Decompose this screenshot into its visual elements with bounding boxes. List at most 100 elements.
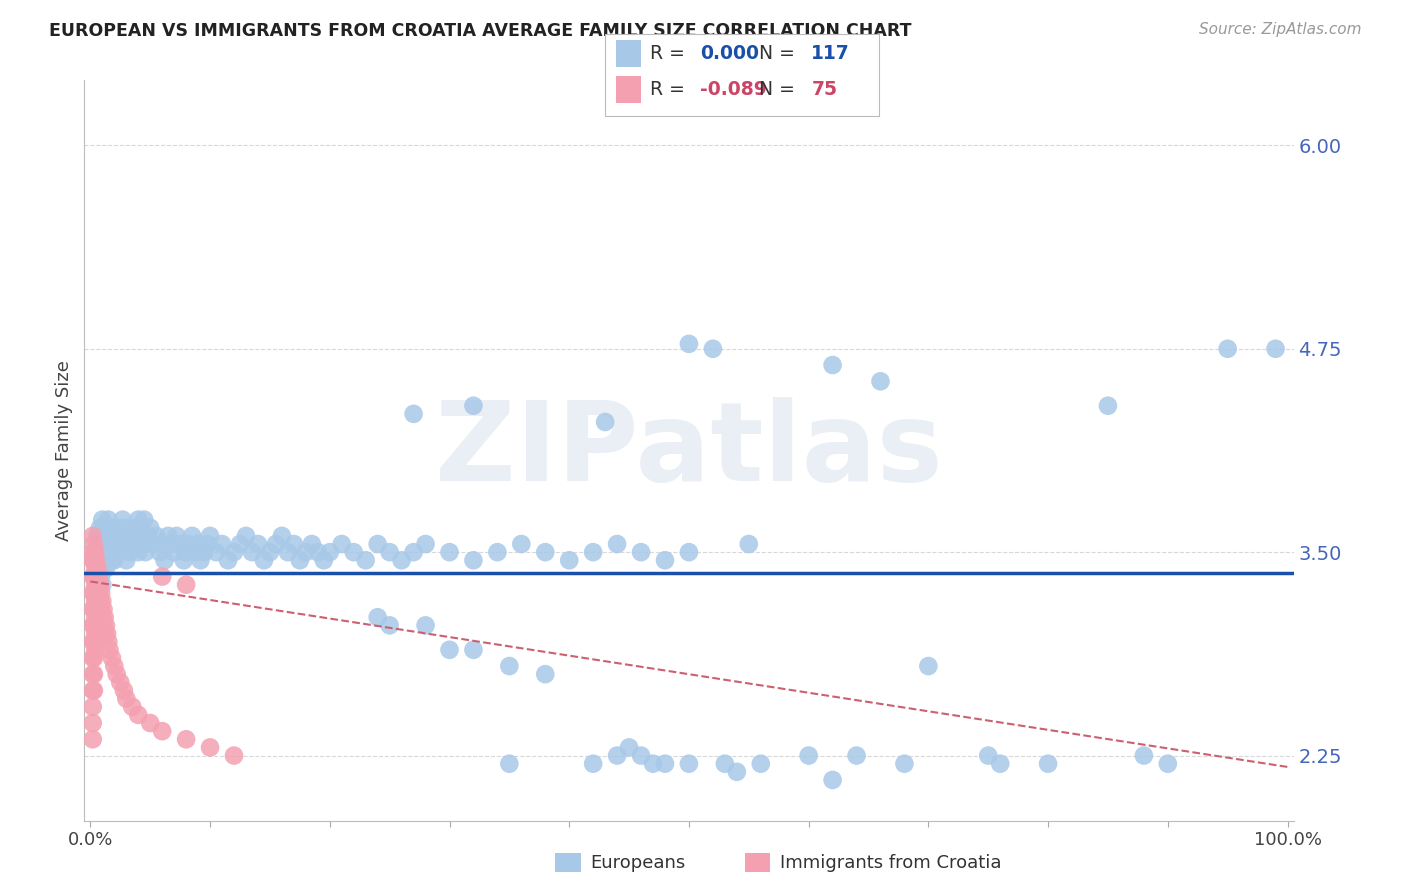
Point [211, 537, 233, 551]
Point [91, 594, 114, 608]
Point [246, 537, 269, 551]
Point [821, 772, 844, 787]
Point [90, 586, 112, 600]
Point [463, 399, 485, 413]
Point [83, 553, 105, 567]
Point [118, 537, 141, 551]
Point [142, 537, 165, 551]
Point [87, 577, 110, 591]
Point [259, 545, 281, 559]
Point [402, 545, 425, 559]
Point [198, 529, 221, 543]
Text: R =: R = [650, 79, 690, 99]
Point [181, 529, 204, 543]
Point [593, 415, 616, 429]
Point [86, 553, 108, 567]
Point [82, 545, 104, 559]
Point [149, 545, 172, 559]
Point [82, 602, 104, 616]
Point [94, 561, 117, 575]
Point [738, 537, 761, 551]
Point [714, 756, 737, 771]
Point [307, 545, 329, 559]
Point [193, 545, 215, 559]
Text: 0.000: 0.000 [700, 44, 759, 63]
Point [112, 683, 135, 698]
Point [606, 748, 628, 763]
Point [166, 529, 188, 543]
Text: 75: 75 [811, 79, 837, 99]
Point [84, 642, 107, 657]
Point [86, 618, 108, 632]
Text: R =: R = [650, 44, 690, 63]
Point [83, 586, 105, 600]
Point [654, 756, 676, 771]
Point [90, 529, 112, 543]
Point [83, 569, 105, 583]
Point [222, 748, 245, 763]
Point [415, 537, 437, 551]
Point [93, 529, 115, 543]
Point [153, 553, 176, 567]
Point [91, 577, 114, 591]
Point [510, 537, 533, 551]
Point [150, 724, 173, 739]
Point [89, 577, 111, 591]
Point [678, 756, 700, 771]
Text: ZIPatlas: ZIPatlas [434, 397, 943, 504]
Point [702, 342, 724, 356]
Point [83, 618, 105, 632]
Point [150, 569, 173, 583]
Point [558, 553, 581, 567]
Point [121, 529, 143, 543]
Point [86, 602, 108, 616]
Point [86, 610, 108, 624]
Point [91, 537, 114, 551]
Point [288, 553, 311, 567]
Point [134, 513, 156, 527]
Point [253, 553, 276, 567]
Point [94, 537, 117, 551]
Point [101, 521, 124, 535]
Point [988, 756, 1011, 771]
Point [93, 545, 115, 559]
Y-axis label: Average Family Size: Average Family Size [55, 360, 73, 541]
Point [277, 545, 299, 559]
Point [1133, 748, 1156, 763]
Point [129, 529, 152, 543]
Point [343, 545, 366, 559]
Point [354, 553, 377, 567]
Point [87, 537, 110, 551]
Point [82, 586, 104, 600]
Point [217, 553, 239, 567]
Point [654, 553, 676, 567]
Point [97, 634, 120, 648]
Point [83, 651, 105, 665]
Point [105, 537, 128, 551]
Point [127, 545, 149, 559]
Point [439, 545, 461, 559]
Point [100, 537, 122, 551]
Point [84, 577, 107, 591]
Point [89, 545, 111, 559]
Point [89, 561, 111, 575]
Point [198, 740, 221, 755]
Point [157, 529, 180, 543]
Point [82, 569, 104, 583]
Point [93, 610, 115, 624]
Point [87, 569, 110, 583]
Point [378, 545, 401, 559]
Point [101, 545, 124, 559]
Point [134, 545, 156, 559]
Point [197, 537, 219, 551]
Point [82, 634, 104, 648]
Point [86, 529, 108, 543]
Point [93, 521, 115, 535]
Point [93, 626, 115, 640]
Point [184, 545, 207, 559]
Point [86, 577, 108, 591]
Point [93, 553, 115, 567]
Point [83, 537, 105, 551]
Point [103, 659, 125, 673]
Point [139, 521, 162, 535]
